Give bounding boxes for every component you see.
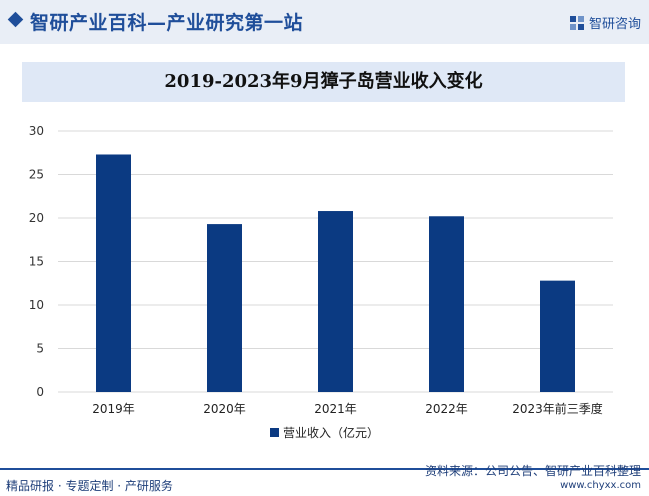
bar xyxy=(318,211,353,392)
brand-name: 智研咨询 xyxy=(588,17,641,32)
y-tick-label: 10 xyxy=(29,298,44,312)
zhiyan-logo-icon xyxy=(569,15,584,30)
header-bar: 智研产业百科—产业研究第一站 智研咨询 xyxy=(0,0,649,44)
x-tick-label: 2022年 xyxy=(425,402,468,416)
bar xyxy=(207,224,242,392)
x-tick-label: 2023年前三季度 xyxy=(512,401,603,416)
x-tick-label: 2020年 xyxy=(203,402,246,416)
y-tick-label: 0 xyxy=(36,385,44,399)
source-text: 资料来源：公司公告、智研产业百科整理 xyxy=(424,464,641,478)
y-tick-label: 15 xyxy=(29,255,44,269)
bar xyxy=(540,280,575,392)
site-title: 智研产业百科—产业研究第一站 xyxy=(30,12,304,34)
chart-title-box: 2019-2023年9月獐子岛营业收入变化 xyxy=(22,62,625,102)
footer-url[interactable]: www.chyxx.com xyxy=(560,480,641,491)
chart-title: 2019-2023年9月獐子岛营业收入变化 xyxy=(164,71,483,92)
bar xyxy=(96,154,131,392)
footer-divider xyxy=(0,468,649,470)
legend-label: 营业收入（亿元） xyxy=(283,425,379,440)
brand[interactable]: 智研咨询 xyxy=(569,13,641,32)
x-tick-label: 2021年 xyxy=(314,402,357,416)
x-tick-label: 2019年 xyxy=(92,402,135,416)
y-tick-label: 30 xyxy=(29,124,44,138)
legend-swatch xyxy=(270,428,279,437)
bar xyxy=(429,216,464,392)
y-tick-label: 25 xyxy=(29,168,44,182)
y-tick-label: 20 xyxy=(29,211,44,225)
y-tick-label: 5 xyxy=(36,342,44,356)
footer-tagline: 精品研报 · 专题定制 · 产研服务 xyxy=(6,479,173,493)
